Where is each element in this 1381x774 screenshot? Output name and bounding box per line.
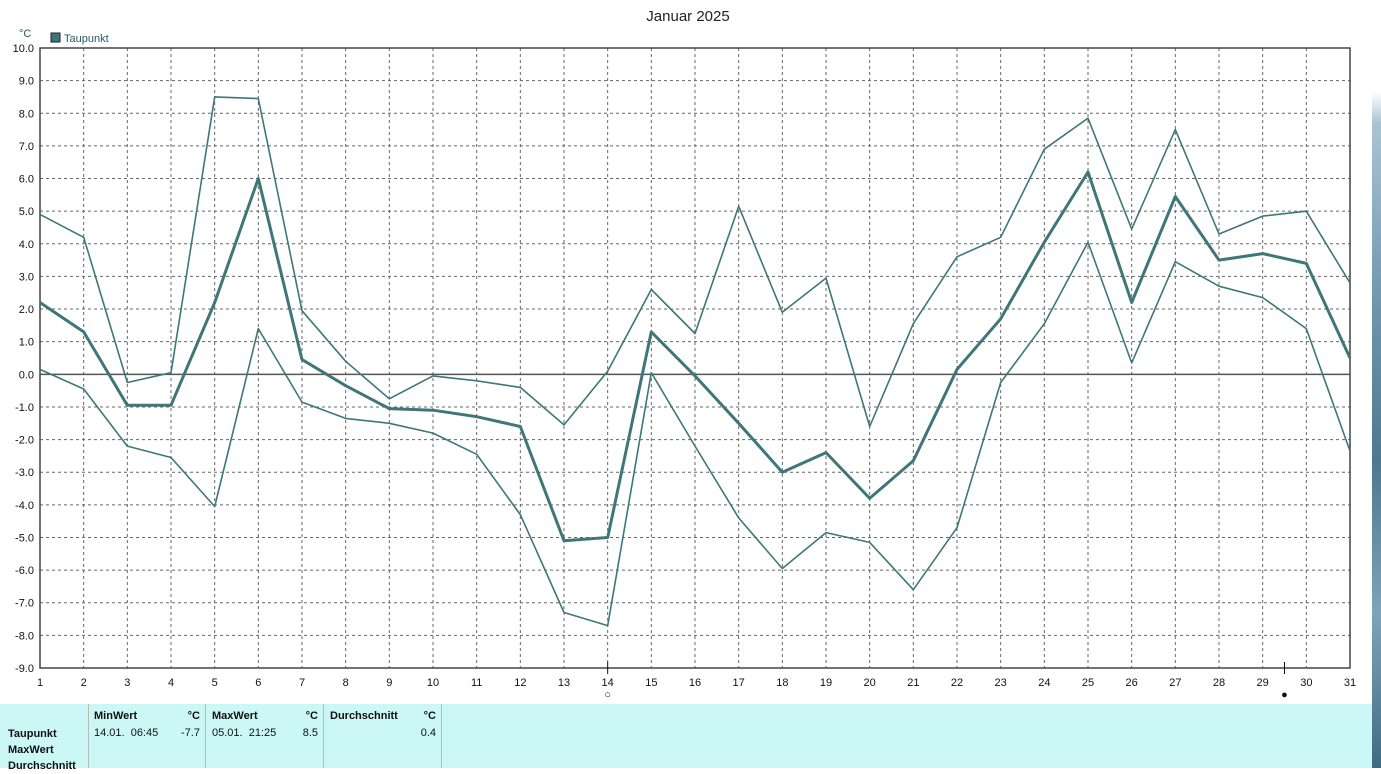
stats-panel: Taupunkt MaxWert Durchschnitt MinWert °C…: [0, 704, 1372, 772]
y-tick-label: -5.0: [15, 532, 34, 544]
max-header: MaxWert: [212, 710, 258, 722]
avg-value: 0.4: [420, 727, 436, 739]
y-tick-label: 2.0: [19, 304, 34, 316]
x-tick-label: 21: [907, 677, 919, 689]
series-line-avg: [39, 170, 1352, 543]
y-tick-label: -7.0: [15, 598, 34, 610]
y-tick-label: -4.0: [15, 500, 34, 512]
x-tick-label: 17: [733, 677, 745, 689]
x-tick-label: 15: [645, 677, 657, 689]
max-timestamp: 05.01. 21:25: [212, 727, 277, 739]
y-tick-label: 7.0: [19, 141, 34, 153]
chart-title: Januar 2025: [646, 8, 729, 25]
x-tick-label: 25: [1082, 677, 1094, 689]
legend-label: Taupunkt: [64, 33, 109, 45]
x-tick-label: 10: [427, 677, 439, 689]
x-tick-label: 18: [776, 677, 788, 689]
row-label-maxwert: MaxWert: [8, 744, 54, 756]
y-tick-label: 4.0: [19, 239, 34, 251]
y-tick-label: 9.0: [19, 76, 34, 88]
x-tick-label: 29: [1257, 677, 1269, 689]
y-tick-label: -6.0: [15, 565, 34, 577]
x-tick-label: 11: [471, 677, 482, 689]
x-tick-label: 4: [168, 677, 174, 689]
row-label-durchschnitt: Durchschnitt: [8, 760, 76, 772]
x-tick-label: 7: [299, 677, 305, 689]
min-unit: °C: [187, 710, 200, 722]
tick-labels: 10.0 9.0 8.0 7.0 6.0 5.0 4.0 3.0 2.0 1.0 0.0 -1.0 -2…: [13, 43, 1357, 689]
x-tick-label: 9: [386, 677, 392, 689]
y-unit-label: °C: [19, 28, 31, 40]
min-timestamp: 14.01. 06:45: [94, 727, 159, 739]
y-tick-label: 0.0: [19, 369, 34, 381]
grid: [40, 48, 1350, 668]
x-tick-label: 12: [514, 677, 526, 689]
x-tick-label: 5: [212, 677, 218, 689]
x-tick-label: 2: [81, 677, 87, 689]
y-tick-label: 8.0: [19, 108, 34, 120]
x-tick-label: 14: [602, 677, 614, 689]
y-tick-label: 6.0: [19, 174, 34, 186]
min-value: -7.7: [181, 727, 200, 739]
row-label-taupunkt: Taupunkt: [8, 728, 57, 740]
series-layer: [39, 96, 1352, 627]
x-tick-label: 30: [1300, 677, 1312, 689]
stats-row-labels: Taupunkt MaxWert Durchschnitt: [8, 726, 76, 774]
y-tick-label: -8.0: [15, 630, 34, 642]
y-tick-label: 3.0: [19, 271, 34, 283]
y-tick-label: 5.0: [19, 206, 34, 218]
dew-point-chart: Januar 2025 °C Taupunkt 10.09.08.07.06.0…: [13, 8, 1357, 701]
y-tick-label: -1.0: [15, 402, 34, 414]
x-tick-label: 20: [864, 677, 876, 689]
series-line-max: [39, 96, 1351, 428]
x-tick-label: 8: [343, 677, 349, 689]
x-tick-label: 16: [689, 677, 701, 689]
max-unit: °C: [305, 710, 318, 722]
moon-phases: ○ ●: [604, 662, 1288, 701]
x-tick-label: 22: [951, 677, 963, 689]
x-tick-label: 24: [1038, 677, 1050, 689]
y-tick-label: -2.0: [15, 435, 34, 447]
y-tick-label: 10.0: [13, 43, 34, 55]
min-header: MinWert: [94, 710, 138, 722]
x-tick-label: 23: [995, 677, 1007, 689]
avg-header: Durchschnitt: [330, 710, 398, 722]
x-tick-label: 13: [558, 677, 570, 689]
y-tick-label: -9.0: [15, 663, 34, 675]
avg-unit: °C: [423, 710, 436, 722]
series-line-min: [39, 241, 1351, 627]
x-tick-label: 28: [1213, 677, 1225, 689]
moon-phase-icon: ○: [604, 689, 611, 701]
stats-divider: [441, 704, 442, 768]
background-image-strip: [1372, 0, 1381, 768]
stats-col-min: MinWert °C 14.01. 06:45 -7.7: [88, 704, 206, 768]
y-tick-label: -3.0: [15, 467, 34, 479]
stats-col-avg: Durchschnitt °C 0.4: [323, 704, 442, 768]
max-value: 8.5: [302, 727, 318, 739]
x-tick-label: 19: [820, 677, 832, 689]
x-tick-label: 1: [37, 677, 43, 689]
x-tick-label: 27: [1169, 677, 1181, 689]
y-tick-label: 1.0: [19, 337, 34, 349]
x-tick-label: 3: [124, 677, 130, 689]
x-tick-label: 6: [255, 677, 261, 689]
x-tick-label: 31: [1344, 677, 1356, 689]
x-tick-label: 26: [1126, 677, 1138, 689]
legend-swatch: [50, 32, 61, 43]
stats-col-max: MaxWert °C 05.01. 21:25 8.5: [205, 704, 324, 768]
moon-phase-icon: ●: [1281, 689, 1288, 701]
